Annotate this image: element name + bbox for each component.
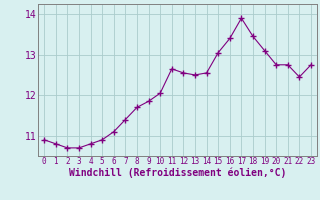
X-axis label: Windchill (Refroidissement éolien,°C): Windchill (Refroidissement éolien,°C) bbox=[69, 168, 286, 178]
